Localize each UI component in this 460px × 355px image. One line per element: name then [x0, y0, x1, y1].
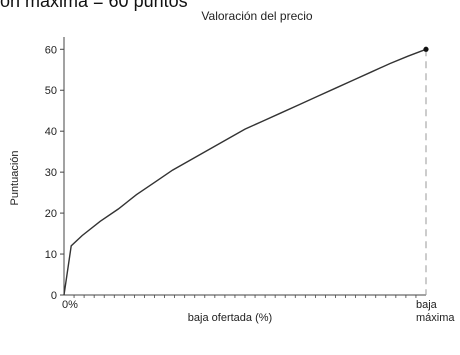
- x-tick-label-end-line2: máxima: [416, 312, 455, 324]
- top-heading-partial: ón máxima = 60 puntos: [0, 0, 188, 11]
- x-tick-label-end-line1: baja: [416, 299, 438, 311]
- axes: [63, 37, 426, 296]
- y-tick-label-60: 60: [45, 44, 57, 56]
- x-minor-ticks: [73, 295, 417, 298]
- chart-title: Valoración del precio: [201, 9, 313, 23]
- y-ticks: 0 10 20 30 40 50 60: [45, 44, 64, 302]
- y-tick-label-0: 0: [51, 290, 57, 302]
- x-tick-label-start: 0%: [62, 299, 78, 311]
- y-tick-label-30: 30: [45, 167, 57, 179]
- x-axis-label: baja ofertada (%): [188, 312, 272, 324]
- series-line: [63, 48, 427, 296]
- y-tick-label-40: 40: [45, 126, 57, 138]
- page-header: ón máxima = 60 puntos: [0, 0, 460, 11]
- y-axis-label: Puntuación: [9, 150, 21, 205]
- end-point-marker: [423, 46, 429, 52]
- y-tick-label-20: 20: [45, 208, 57, 220]
- y-tick-label-50: 50: [45, 85, 57, 97]
- y-tick-label-10: 10: [45, 249, 57, 261]
